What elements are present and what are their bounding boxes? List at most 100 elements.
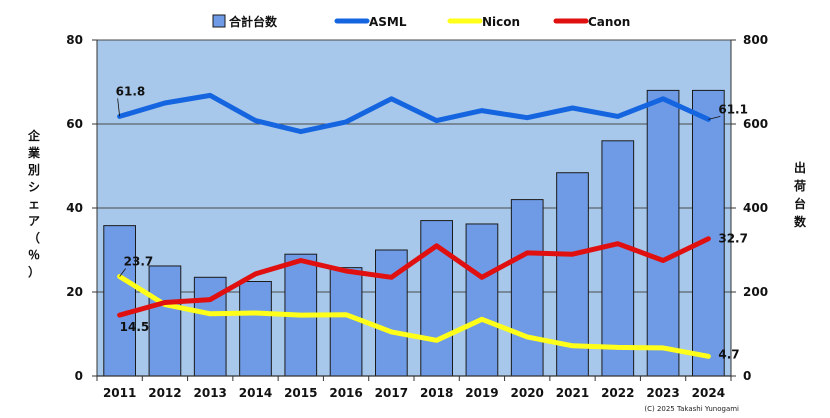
data-point xyxy=(254,119,257,122)
data-point xyxy=(390,331,393,333)
legend: 合計台数 ASML Nicon Canon xyxy=(212,14,630,29)
data-point xyxy=(118,314,121,316)
data-label: 32.7 xyxy=(718,232,748,246)
data-point xyxy=(616,346,619,349)
y-left-tick-label: 80 xyxy=(66,33,83,47)
data-point xyxy=(571,107,574,109)
x-tick-label: 2011 xyxy=(103,386,136,400)
x-tick-label: 2016 xyxy=(329,386,362,400)
bar xyxy=(510,199,544,377)
x-tick-label: 2018 xyxy=(420,386,453,400)
data-point xyxy=(299,314,302,316)
data-point xyxy=(345,121,347,123)
data-point xyxy=(571,344,574,347)
y-left-tick-label: 40 xyxy=(66,201,83,215)
bar xyxy=(465,223,499,377)
y-right-tick-label: 600 xyxy=(743,117,768,131)
legend-item: ASML xyxy=(334,15,407,29)
data-point xyxy=(526,336,529,338)
series-line xyxy=(117,236,711,318)
bar-series xyxy=(103,89,725,377)
y-axis-title-char: 出 xyxy=(794,160,806,175)
data-label: 61.1 xyxy=(718,102,748,116)
legend-swatch xyxy=(212,14,226,28)
x-tick-label: 2019 xyxy=(465,386,498,400)
y-axis-title-char: 企 xyxy=(27,128,41,143)
y-axis-title-char: ％ xyxy=(28,248,40,262)
data-point xyxy=(299,130,302,133)
legend-item: Nicon xyxy=(447,15,520,29)
x-tick-label: 2020 xyxy=(511,386,544,400)
data-labels: 61.8 61.1 23.7 4.7 14.5 32.7 xyxy=(116,84,748,361)
data-label: 14.5 xyxy=(120,320,150,334)
y-right-tick-label: 200 xyxy=(743,285,768,299)
y-axis-title-char: 業 xyxy=(27,145,41,160)
data-point xyxy=(707,237,710,240)
data-point xyxy=(164,102,166,104)
bar xyxy=(103,225,136,377)
y-right-tick-label: 800 xyxy=(743,33,768,47)
data-point xyxy=(526,252,529,254)
bar xyxy=(420,220,453,377)
y-axis-title-right: 出荷台数 xyxy=(793,160,807,229)
x-tick-label: 2024 xyxy=(692,386,725,400)
leader-line xyxy=(117,98,121,117)
data-label: 4.7 xyxy=(718,347,739,361)
data-point xyxy=(209,298,212,301)
data-point xyxy=(662,98,664,100)
bar xyxy=(601,140,635,377)
data-point xyxy=(254,273,257,275)
data-point xyxy=(164,301,166,304)
data-point xyxy=(662,347,664,349)
leader-line xyxy=(119,268,126,277)
data-point xyxy=(435,119,438,122)
series-line xyxy=(117,92,711,135)
bar xyxy=(148,265,182,377)
y-right-tick-label: 400 xyxy=(743,201,768,215)
x-tick-label: 2014 xyxy=(239,386,272,400)
data-point xyxy=(481,318,483,321)
x-tick-label: 2012 xyxy=(148,386,181,400)
x-tick-labels: 2011 2012 2013 2014 2015 2016 2017 2018 2019 2020… xyxy=(96,376,732,400)
x-tick-label: 2017 xyxy=(375,386,408,400)
line-series-canon xyxy=(117,236,711,318)
series-line xyxy=(117,274,711,359)
legend-label: 合計台数 xyxy=(229,14,278,29)
data-point xyxy=(662,259,664,262)
y-left-tick-labels: 0 20 40 60 80 xyxy=(66,33,97,383)
data-point xyxy=(707,355,710,358)
legend-item: Canon xyxy=(553,15,630,29)
credit-text: (C) 2025 Takashi Yunogami xyxy=(644,405,739,413)
data-point xyxy=(209,313,212,315)
y-axis-title-char: 数 xyxy=(794,214,807,229)
data-point xyxy=(390,276,393,279)
y-axis-title-char: ア xyxy=(28,214,40,228)
bar xyxy=(692,89,725,377)
data-label: 61.8 xyxy=(116,84,146,98)
y-axis-title-char: シ xyxy=(28,180,40,194)
legend-label: Nicon xyxy=(482,15,520,29)
x-tick-label: 2023 xyxy=(646,386,679,400)
y-axis-title-char: （ xyxy=(28,230,40,245)
legend-label: Canon xyxy=(588,15,630,29)
data-point xyxy=(571,253,574,255)
data-point xyxy=(435,339,438,342)
data-point xyxy=(299,259,302,262)
data-point xyxy=(435,245,438,247)
data-point xyxy=(616,115,619,118)
y-right-tick-labels: 0 200 400 600 800 xyxy=(731,33,768,383)
y-axis-title-char: 荷 xyxy=(793,178,806,193)
leader-line xyxy=(708,115,721,120)
legend-label: ASML xyxy=(369,15,407,29)
y-left-tick-label: 0 xyxy=(75,369,83,383)
y-left-tick-label: 60 xyxy=(66,117,83,131)
y-axis-title-char: ェ xyxy=(28,197,40,211)
data-point xyxy=(345,313,347,316)
y-left-tick-label: 20 xyxy=(66,285,83,299)
x-tick-label: 2015 xyxy=(284,386,317,400)
data-point xyxy=(254,312,257,314)
y-axis-title-char: 台 xyxy=(794,196,806,211)
bar xyxy=(329,267,363,377)
bar xyxy=(646,89,680,377)
